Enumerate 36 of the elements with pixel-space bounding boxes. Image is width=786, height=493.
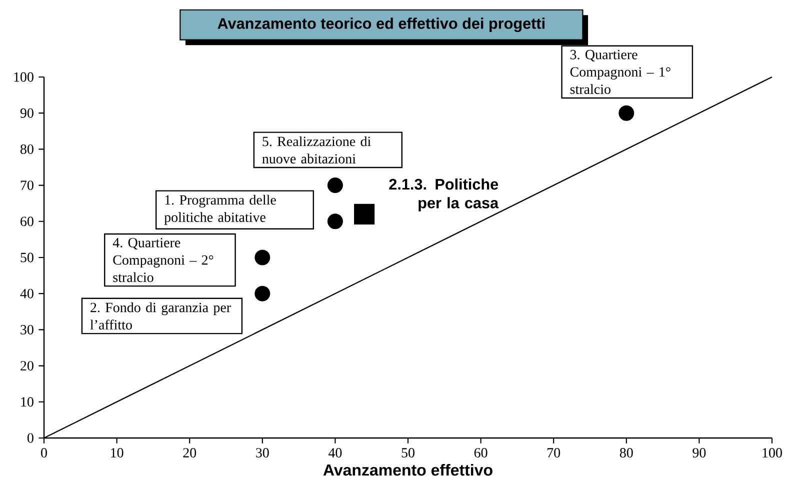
series-label: 2.1.3. Politiche per la casa bbox=[389, 178, 499, 212]
annotation: 4. Quartiere Compagnoni – 2° stralcio bbox=[112, 238, 214, 282]
annotation: 2. Fondo di garanzia per l’affitto bbox=[90, 302, 231, 330]
y-tick-label: 50 bbox=[20, 252, 34, 262]
y-tick-label: 90 bbox=[20, 108, 34, 118]
x-tick-label: 90 bbox=[692, 448, 706, 458]
point bbox=[327, 178, 343, 194]
chart-title: Avanzamento teorico ed effettivo dei progetti bbox=[218, 18, 544, 32]
x-axis-title: Avanzamento effettivo bbox=[323, 464, 492, 476]
y-tick-label: 0 bbox=[27, 433, 34, 443]
point bbox=[618, 105, 634, 121]
x-tick-label: 10 bbox=[111, 448, 124, 458]
annotation: 5. Realizzazione di nuove abitazioni bbox=[262, 136, 371, 164]
point bbox=[254, 286, 270, 302]
y-tick-label: 60 bbox=[20, 216, 34, 226]
x-tick-label: 50 bbox=[402, 448, 414, 458]
x-tick-label: 40 bbox=[328, 448, 342, 458]
y-tick-label: 10 bbox=[21, 397, 34, 407]
x-tick-label: 30 bbox=[256, 448, 269, 458]
x-tick-label: 60 bbox=[474, 448, 488, 458]
y-tick-label: 40 bbox=[20, 288, 34, 298]
point bbox=[254, 250, 270, 266]
annotation: 3. Quartiere Compagnoni – 1° stralcio bbox=[570, 50, 670, 94]
annotation: 1. Programma delle politiche abitative bbox=[164, 194, 276, 225]
y-tick-label: 70 bbox=[20, 180, 34, 190]
y-tick-label: 30 bbox=[20, 324, 34, 334]
x-tick-label: 20 bbox=[183, 448, 196, 458]
point bbox=[327, 214, 343, 230]
x-tick-label: 0 bbox=[41, 448, 47, 458]
y-tick-label: 80 bbox=[20, 144, 34, 154]
point bbox=[354, 204, 375, 224]
x-tick-label: 70 bbox=[548, 448, 560, 458]
x-tick-label: 100 bbox=[762, 448, 782, 458]
y-tick-label: 100 bbox=[14, 72, 34, 82]
y-tick-label: 20 bbox=[20, 361, 34, 371]
x-tick-label: 80 bbox=[620, 448, 633, 458]
